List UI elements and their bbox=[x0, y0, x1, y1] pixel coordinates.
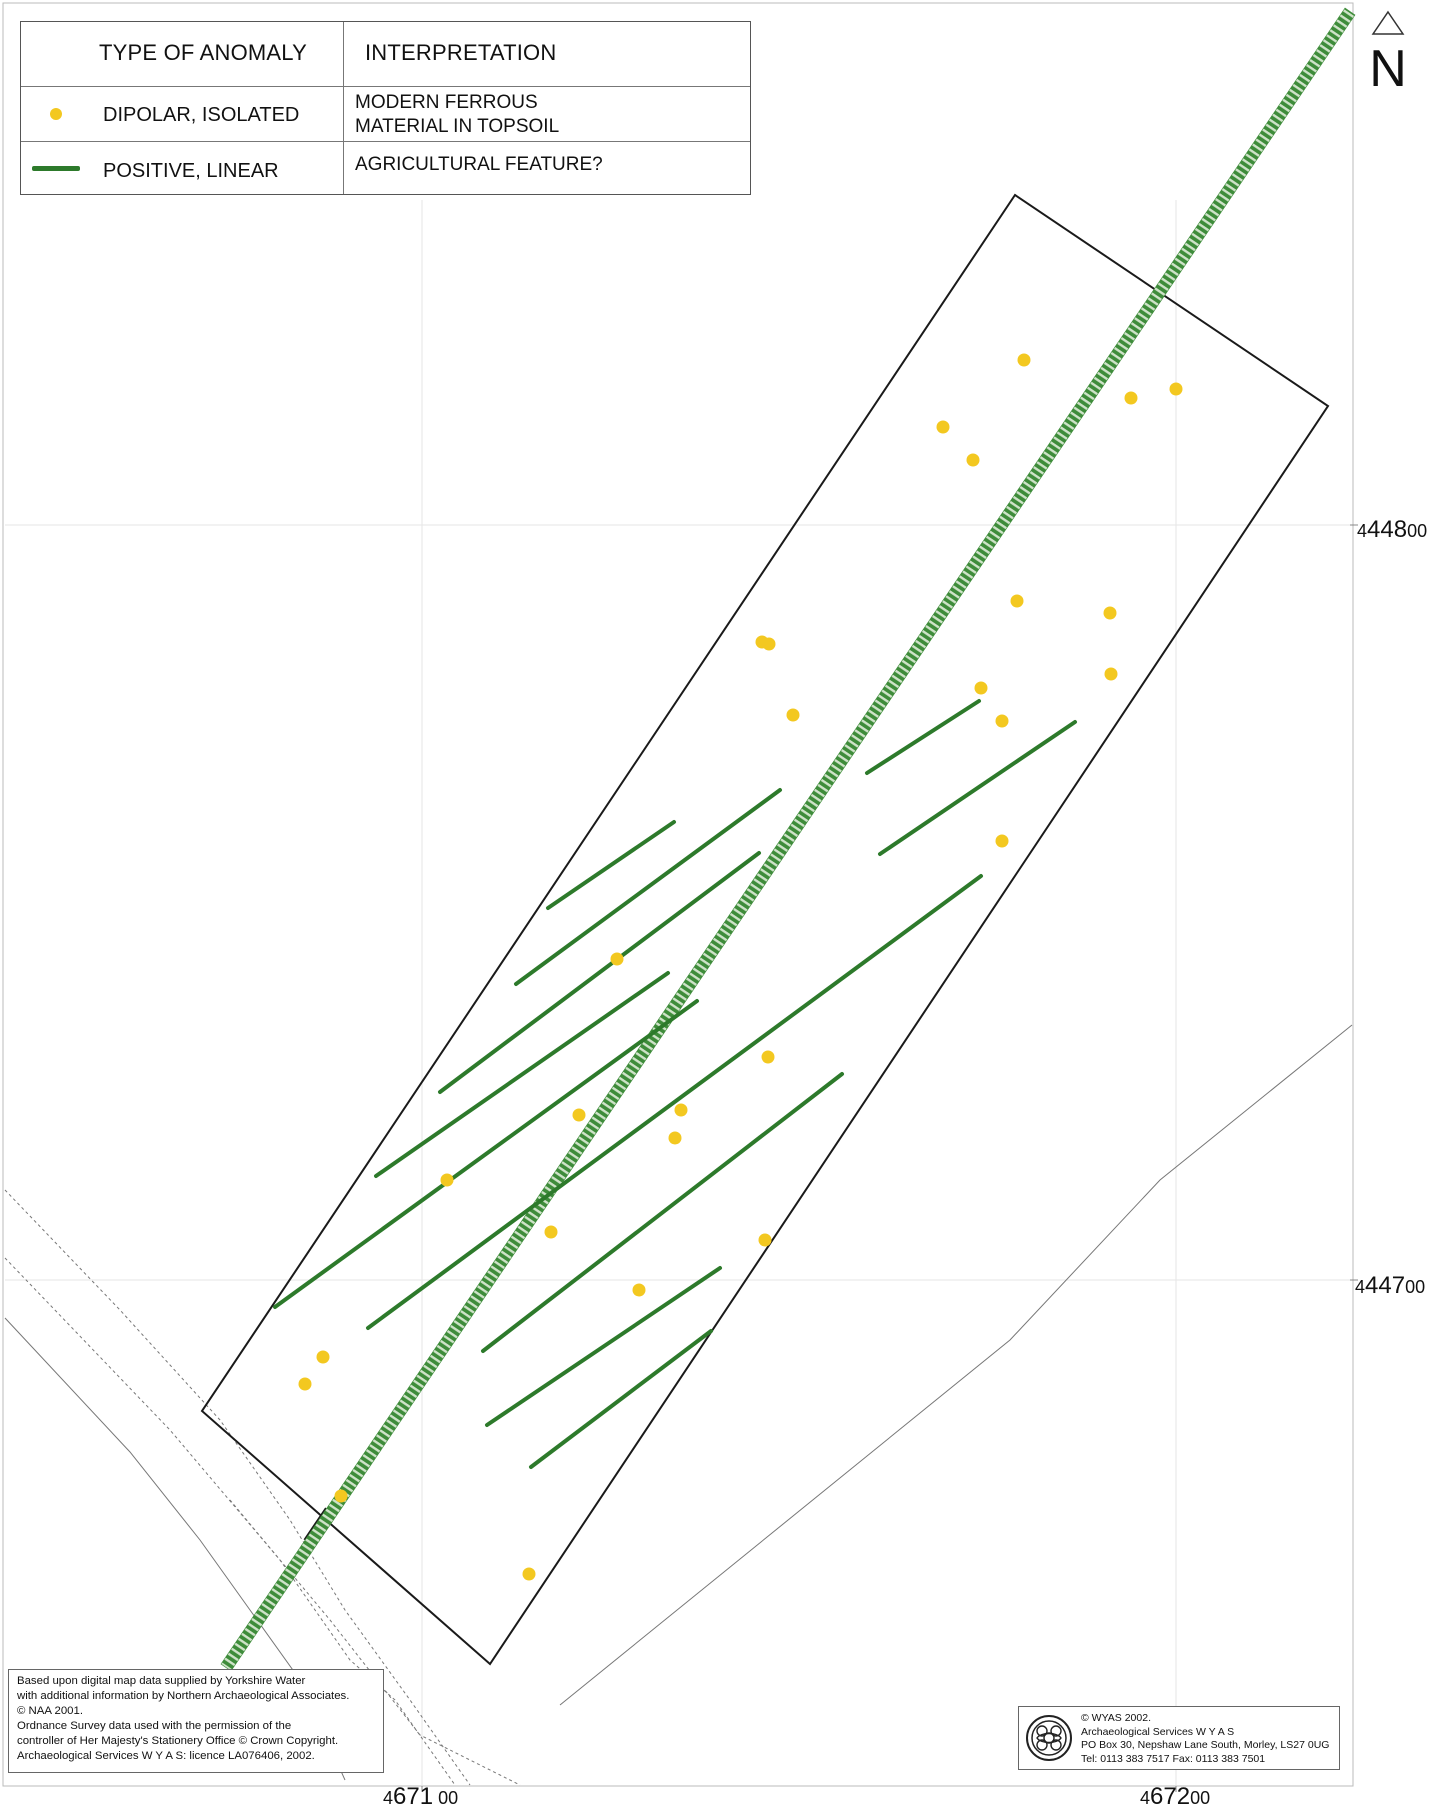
field-boundary-east bbox=[559, 1024, 1353, 1706]
grid-lines bbox=[5, 200, 1350, 1785]
northing-label-448: 444800 bbox=[1357, 516, 1428, 543]
wyas-text: © WYAS 2002. Archaeological Services W Y… bbox=[1081, 1712, 1329, 1766]
legend-interp-dipolar-2: MATERIAL IN TOPSOIL bbox=[355, 116, 560, 137]
legend-interp-linear: AGRICULTURAL FEATURE? bbox=[355, 154, 603, 175]
road-edge-c bbox=[4, 1257, 456, 1786]
linear-anomaly bbox=[529, 1329, 713, 1469]
north-arrow: N bbox=[1364, 10, 1412, 95]
linear-anomaly bbox=[273, 999, 699, 1309]
dipolar-point bbox=[761, 1050, 775, 1064]
map-frame bbox=[2, 2, 1354, 1787]
legend-header-interpretation: INTERPRETATION bbox=[365, 40, 557, 65]
credit-line: with additional information by Northern … bbox=[17, 1690, 350, 1702]
dipolar-point bbox=[572, 1108, 586, 1122]
legend-row-linear: POSITIVE, LINEAR AGRICULTURAL FEATURE? bbox=[21, 142, 750, 196]
credit-line: Ordnance Survey data used with the permi… bbox=[17, 1720, 292, 1732]
legend-type-linear: POSITIVE, LINEAR bbox=[103, 160, 279, 182]
survey-area-outline bbox=[200, 193, 1330, 1666]
wyas-line: Archaeological Services W Y A S bbox=[1081, 1725, 1235, 1738]
wyas-line: © WYAS 2002. bbox=[1081, 1712, 1151, 1724]
linear-anomaly bbox=[514, 788, 782, 986]
linear-anomaly bbox=[878, 720, 1077, 856]
dipolar-symbol bbox=[50, 108, 62, 120]
dipolar-point bbox=[1017, 353, 1031, 367]
dipolar-point bbox=[298, 1377, 312, 1391]
linear-anomaly bbox=[366, 874, 983, 1330]
easting-label-672: 467200 bbox=[1140, 1783, 1211, 1810]
wyas-line: Tel: 0113 383 7517 Fax: 0113 383 7501 bbox=[1081, 1752, 1266, 1765]
wyas-copyright-box: © WYAS 2002. Archaeological Services W Y… bbox=[1018, 1706, 1340, 1770]
linear-anomaly bbox=[546, 820, 676, 910]
dipolar-point bbox=[1010, 594, 1024, 608]
legend-header-row: TYPE OF ANOMALY INTERPRETATION bbox=[21, 22, 750, 87]
legend-divider bbox=[343, 22, 344, 194]
dipolar-point bbox=[316, 1350, 330, 1364]
dipolar-point bbox=[966, 453, 980, 467]
legend-interp-dipolar-1: MODERN FERROUS bbox=[355, 92, 538, 113]
dipolar-point bbox=[758, 1233, 772, 1247]
dipolar-point bbox=[786, 708, 800, 722]
credit-line: controller of Her Majesty's Stationery O… bbox=[17, 1735, 339, 1747]
legend-header-type: TYPE OF ANOMALY bbox=[99, 40, 307, 65]
wyas-line: PO Box 30, Nepshaw Lane South, Morley, L… bbox=[1081, 1739, 1330, 1751]
dipolar-point bbox=[334, 1489, 348, 1503]
dipolar-point bbox=[995, 714, 1009, 728]
north-arrow-icon bbox=[1371, 10, 1405, 35]
dipolar-point bbox=[544, 1225, 558, 1239]
north-letter: N bbox=[1369, 40, 1407, 98]
dipolar-point bbox=[632, 1283, 646, 1297]
pipeline-easement bbox=[220, 7, 1356, 1672]
dipolar-point bbox=[440, 1173, 454, 1187]
dipolar-point bbox=[762, 637, 776, 651]
dipolar-point bbox=[1124, 391, 1138, 405]
dipolar-point bbox=[610, 952, 624, 966]
dipolar-point bbox=[674, 1103, 688, 1117]
linear-anomaly bbox=[485, 1266, 722, 1427]
dipolar-anomalies bbox=[298, 353, 1183, 1581]
credit-line: Based upon digital map data supplied by … bbox=[17, 1675, 306, 1687]
wyas-logo-icon bbox=[1026, 1715, 1072, 1761]
linear-anomaly bbox=[438, 851, 761, 1094]
legend-table: TYPE OF ANOMALY INTERPRETATION DIPOLAR, … bbox=[20, 21, 751, 195]
northing-label-447: 444700 bbox=[1355, 1272, 1426, 1299]
dipolar-point bbox=[936, 420, 950, 434]
data-credits-box: Based upon digital map data supplied by … bbox=[8, 1669, 384, 1773]
dipolar-point bbox=[668, 1131, 682, 1145]
dipolar-point bbox=[522, 1567, 536, 1581]
linear-anomaly bbox=[865, 699, 981, 775]
dipolar-point bbox=[995, 834, 1009, 848]
easting-label-671: 4671 00 bbox=[383, 1783, 459, 1810]
linear-symbol bbox=[32, 166, 80, 171]
grid-ticks bbox=[421, 524, 1358, 1792]
legend-row-dipolar: DIPOLAR, ISOLATED MODERN FERROUS MATERIA… bbox=[21, 87, 750, 142]
legend-type-dipolar: DIPOLAR, ISOLATED bbox=[103, 104, 300, 126]
credit-line: Archaeological Services W Y A S: licence… bbox=[17, 1750, 315, 1762]
linear-anomaly bbox=[374, 971, 670, 1178]
dipolar-point bbox=[1169, 382, 1183, 396]
linear-anomaly bbox=[481, 1072, 844, 1353]
linear-anomalies bbox=[273, 699, 1077, 1469]
dipolar-point bbox=[1104, 667, 1118, 681]
credit-line: © NAA 2001. bbox=[17, 1705, 84, 1717]
dipolar-point bbox=[974, 681, 988, 695]
dipolar-point bbox=[1103, 606, 1117, 620]
